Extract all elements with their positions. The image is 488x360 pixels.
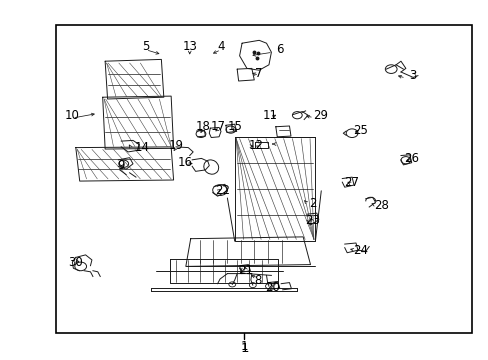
Text: 8: 8	[254, 274, 262, 287]
Text: 15: 15	[227, 120, 242, 132]
Text: 1: 1	[240, 340, 248, 353]
Text: 14: 14	[134, 141, 149, 154]
Text: 6: 6	[275, 43, 283, 56]
Text: 27: 27	[344, 176, 359, 189]
Text: 21: 21	[238, 264, 252, 277]
Text: 28: 28	[373, 199, 388, 212]
Text: 11: 11	[263, 109, 277, 122]
Text: 17: 17	[211, 120, 225, 132]
Text: 20: 20	[265, 281, 280, 294]
Text: 26: 26	[404, 152, 418, 165]
Text: 19: 19	[168, 139, 183, 152]
Bar	[56, 25, 471, 333]
Text: 10: 10	[65, 109, 80, 122]
Text: 22: 22	[215, 184, 229, 197]
Text: 4: 4	[217, 40, 224, 53]
Text: 30: 30	[68, 256, 83, 269]
Text: 16: 16	[177, 156, 192, 169]
Text: 23: 23	[305, 214, 320, 227]
Text: 9: 9	[117, 159, 125, 172]
Text: 3: 3	[408, 69, 416, 82]
Text: 5: 5	[142, 40, 149, 53]
Text: 1: 1	[240, 342, 248, 355]
Text: 29: 29	[312, 109, 327, 122]
Text: 25: 25	[353, 124, 367, 137]
Text: 13: 13	[182, 40, 197, 53]
Text: 12: 12	[248, 139, 263, 152]
Text: 18: 18	[195, 120, 210, 132]
Text: 2: 2	[308, 197, 316, 210]
Text: 24: 24	[353, 244, 367, 257]
Text: 7: 7	[255, 67, 263, 80]
